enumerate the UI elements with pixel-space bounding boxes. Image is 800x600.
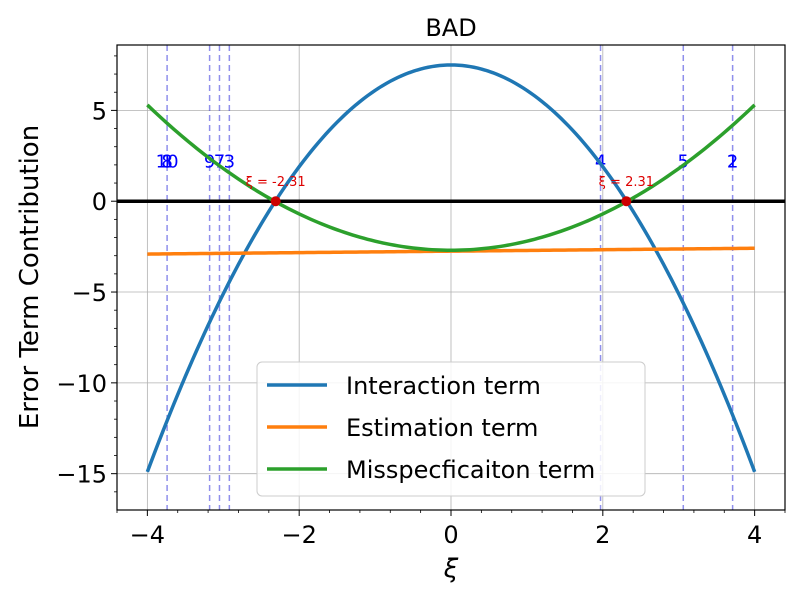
y-tick-label: −5 <box>72 279 107 307</box>
legend: Interaction term Estimation term Misspecfi… <box>256 361 646 497</box>
root-label: ξ = 2.31 <box>599 175 654 190</box>
x-tick-label: 2 <box>595 521 610 549</box>
x-axis-label: ξ <box>443 554 459 584</box>
legend-label: Interaction term <box>346 372 541 400</box>
root-label: ξ = -2.31 <box>246 175 306 190</box>
x-tick-label: −2 <box>281 521 316 549</box>
plot-lines <box>117 63 785 473</box>
x-tick-label: 0 <box>443 521 458 549</box>
vline-label: 3 <box>224 151 235 172</box>
vline-label: 9 <box>204 151 215 172</box>
series-line <box>146 103 756 252</box>
legend-label: Estimation term <box>346 414 538 442</box>
vline-label: 1 <box>727 151 738 172</box>
y-tick-label: 5 <box>92 97 107 125</box>
vline-label: 10 <box>156 151 179 172</box>
vline-label: 1 <box>161 151 172 172</box>
vline-label: 5 <box>678 151 689 172</box>
vline-label: 8 <box>161 151 172 172</box>
y-tick-label: −15 <box>56 461 107 489</box>
legend-label: Misspecficaiton term <box>346 456 595 484</box>
x-tick-label: 4 <box>747 521 762 549</box>
legend-box <box>256 361 646 497</box>
chart-title: BAD <box>425 14 476 42</box>
vline-label: 2 <box>727 151 738 172</box>
series-line <box>145 63 757 473</box>
y-tick-label: 0 <box>92 188 107 216</box>
y-tick-label: −10 <box>56 370 107 398</box>
x-tick-label: −4 <box>130 521 165 549</box>
vline-label: 7 <box>214 151 225 172</box>
y-axis-label: Error Term Contribution <box>15 125 45 429</box>
root-marker <box>270 196 281 207</box>
root-marker <box>621 196 632 207</box>
